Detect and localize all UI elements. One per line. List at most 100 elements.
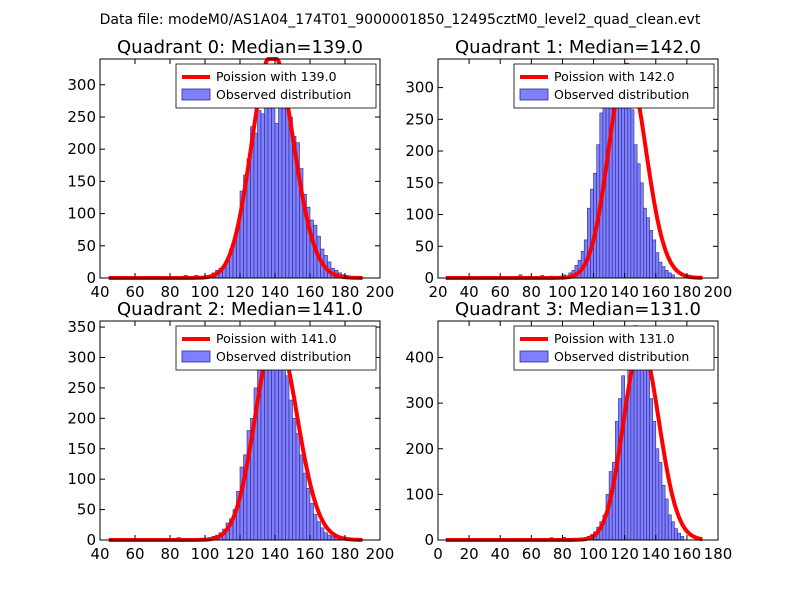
- y-tick-label: 200: [405, 440, 434, 458]
- histogram-bar: [302, 472, 307, 541]
- y-tick-label: 100: [405, 206, 434, 224]
- histogram-bar: [327, 534, 332, 541]
- axes-frame: [437, 58, 719, 279]
- histogram-bar: [285, 375, 290, 541]
- histogram-bar: [652, 421, 657, 541]
- y-tick-label: 300: [405, 394, 434, 412]
- histogram-bar: [661, 484, 666, 541]
- x-tick-label: 100: [579, 545, 608, 563]
- x-tick-label: 120: [226, 545, 255, 563]
- x-tick-label: 0: [433, 545, 443, 563]
- histogram-bar: [680, 536, 685, 541]
- histogram-bar: [316, 521, 321, 541]
- x-tick-label: 200: [366, 283, 395, 301]
- y-tick-label: 0: [424, 531, 434, 549]
- x-tick-label: 160: [673, 545, 702, 563]
- histogram-bar: [271, 103, 276, 279]
- histogram-bar: [633, 144, 638, 279]
- y-tick-label: 50: [415, 237, 434, 255]
- x-tick-label: 40: [90, 545, 109, 563]
- histogram-bar: [253, 132, 258, 279]
- histogram-bar: [288, 399, 293, 541]
- x-tick-label: 20: [460, 545, 479, 563]
- histogram-bar: [306, 487, 311, 541]
- y-tick-label: 300: [67, 76, 96, 94]
- legend-poisson-label: Poission with 141.0: [216, 331, 337, 346]
- y-tick-label: 300: [67, 349, 96, 367]
- histogram-bar: [323, 532, 328, 541]
- x-tick-label: 120: [579, 283, 608, 301]
- histogram-bar: [330, 536, 335, 541]
- y-tick-label: 100: [67, 470, 96, 488]
- histogram-bar: [658, 462, 663, 541]
- x-tick-label: 140: [610, 283, 639, 301]
- x-tick-label: 160: [296, 283, 325, 301]
- y-tick-label: 200: [67, 140, 96, 158]
- histogram-bar: [655, 448, 660, 541]
- histogram-bar: [649, 230, 653, 279]
- quadrant-1-title: Quadrant 1: Median=142.0: [455, 37, 701, 58]
- histogram-bar: [621, 375, 625, 541]
- legend-observed-label: Observed distribution: [216, 87, 351, 102]
- y-tick-label: 0: [424, 269, 434, 287]
- x-tick-label: 40: [460, 283, 479, 301]
- legend-box: [175, 63, 377, 109]
- histogram-bar: [281, 366, 286, 541]
- x-tick-label: 200: [704, 283, 733, 301]
- histogram-bar: [627, 93, 632, 279]
- x-tick-label: 140: [261, 283, 290, 301]
- x-tick-label: 180: [673, 283, 702, 301]
- quadrant-0-chart: Quadrant 0: Median=139.0 40 60 80 100 120 140 1…: [67, 37, 394, 301]
- x-tick-label: 60: [125, 283, 144, 301]
- x-tick-label: 80: [522, 283, 541, 301]
- quadrant-2-chart: Quadrant 2: Median=141.0 40 60 80 100 120 140 1…: [67, 299, 394, 563]
- histogram-bar: [309, 503, 314, 541]
- histogram-bar: [257, 110, 262, 279]
- y-tick-label: 150: [405, 174, 434, 192]
- y-tick-label: 250: [405, 110, 434, 128]
- histogram-bar: [260, 113, 265, 279]
- x-tick-label: 180: [704, 545, 733, 563]
- y-tick-label: 250: [67, 379, 96, 397]
- x-tick-label: 140: [641, 545, 670, 563]
- y-tick-label: 400: [405, 349, 434, 367]
- y-tick-label: 300: [405, 79, 434, 97]
- histogram-bar: [605, 84, 610, 279]
- x-tick-label: 160: [641, 283, 670, 301]
- legend-box: [513, 325, 715, 371]
- legend-poisson-label: Poission with 139.0: [216, 69, 337, 84]
- histogram-bar: [671, 521, 675, 541]
- histogram-bar: [667, 272, 672, 279]
- histogram-bar: [664, 498, 669, 541]
- histogram-bar: [278, 351, 283, 541]
- quadrant-1-chart: Quadrant 1: Median=142.020 40 60 80 100 120 14…: [405, 37, 732, 301]
- quadrant-2-title: Quadrant 2: Median=141.0: [117, 299, 363, 320]
- legend: Poission with 131.0 Observed distribution: [513, 325, 715, 371]
- histogram-bar: [285, 103, 290, 279]
- histogram-bar: [618, 87, 622, 279]
- histogram-bar: [661, 266, 666, 279]
- x-tick-label: 80: [160, 283, 179, 301]
- x-tick-label: 180: [331, 545, 360, 563]
- x-tick-label: 140: [261, 545, 290, 563]
- y-tick-label: 0: [86, 531, 96, 549]
- histogram-bar: [658, 261, 663, 279]
- legend-observed-label: Observed distribution: [554, 87, 689, 102]
- histogram-bar: [618, 398, 622, 541]
- x-tick-label: 60: [522, 545, 541, 563]
- x-tick-label: 160: [296, 545, 325, 563]
- y-tick-label: 150: [67, 440, 96, 458]
- histogram-bar: [677, 532, 681, 541]
- histogram-bar: [295, 433, 300, 541]
- x-tick-label: 80: [160, 545, 179, 563]
- legend-poisson-label: Poission with 131.0: [554, 331, 675, 346]
- x-tick-label: 40: [90, 283, 109, 301]
- histogram-bar: [674, 528, 678, 541]
- histogram-bar: [643, 207, 647, 279]
- histogram-bar: [636, 163, 641, 279]
- y-tick-label: 250: [67, 108, 96, 126]
- x-tick-label: 100: [548, 283, 577, 301]
- x-tick-label: 120: [226, 283, 255, 301]
